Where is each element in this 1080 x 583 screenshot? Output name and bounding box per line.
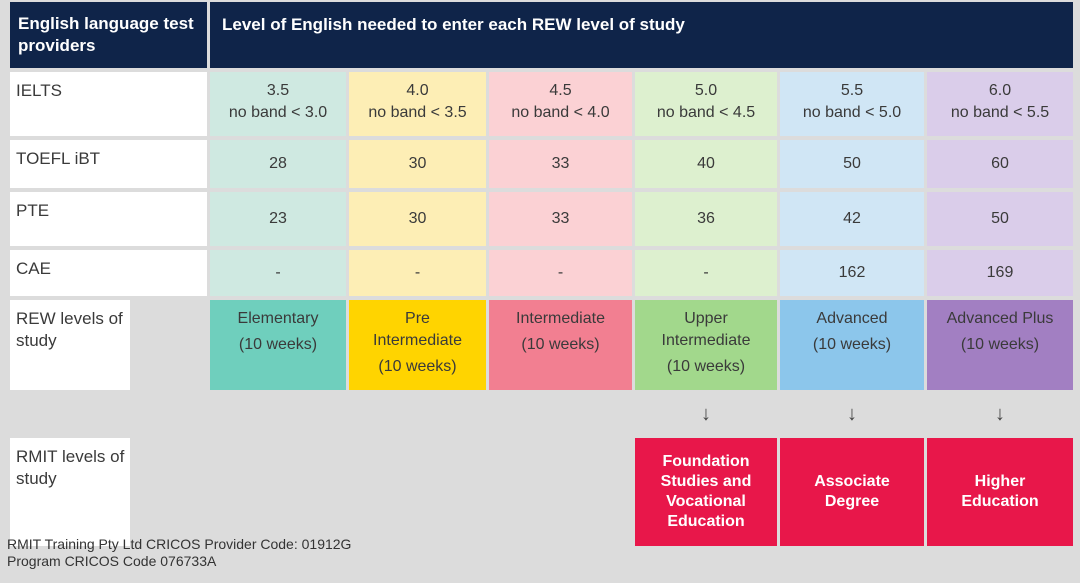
ielts-score: 3.5 — [266, 82, 290, 99]
rew-level-intermediate: Intermediate (10 weeks) — [489, 300, 632, 390]
toefl-cell: 28 — [210, 140, 346, 188]
pte-cell: 33 — [489, 192, 632, 246]
pte-cell: 36 — [635, 192, 777, 246]
level-header: Level of English needed to enter each RE… — [210, 2, 1073, 68]
rew-level-upper-intermediate: Upper Intermediate (10 weeks) — [635, 300, 777, 390]
ielts-band: no band < 5.5 — [950, 104, 1050, 121]
ielts-cell: 4.0 no band < 3.5 — [349, 72, 486, 136]
arrow-down-icon: ↓ — [701, 403, 711, 425]
arrow-spacer — [489, 394, 632, 434]
rew-level-name: Advanced — [816, 310, 888, 327]
rmit-level-associate-degree: Associate Degree — [780, 438, 924, 546]
cae-cell: - — [489, 250, 632, 296]
toefl-label: TOEFL iBT — [10, 140, 207, 188]
pte-cell: 42 — [780, 192, 924, 246]
rew-level-duration: (10 weeks) — [960, 336, 1040, 353]
rew-level-advanced: Advanced (10 weeks) — [780, 300, 924, 390]
rew-level-elementary: Elementary (10 weeks) — [210, 300, 346, 390]
rmit-level-text: Associate Degree — [814, 473, 890, 510]
arrow-spacer — [349, 394, 486, 434]
ielts-band: no band < 3.5 — [368, 104, 467, 121]
rew-level-duration: (10 weeks) — [378, 358, 457, 375]
ielts-cell: 5.5 no band < 5.0 — [780, 72, 924, 136]
arrow-down-icon: ↓ — [847, 403, 857, 425]
pte-cell: 30 — [349, 192, 486, 246]
ielts-cell: 3.5 no band < 3.0 — [210, 72, 346, 136]
rew-level-name: Advanced Plus — [946, 310, 1054, 327]
toefl-cell: 30 — [349, 140, 486, 188]
pte-cell: 23 — [210, 192, 346, 246]
providers-header: English language test providers — [10, 2, 207, 68]
ielts-score: 4.0 — [406, 82, 429, 99]
rew-level-name: Pre Intermediate — [373, 310, 462, 349]
ielts-band: no band < 4.0 — [511, 104, 610, 121]
ielts-score: 5.0 — [694, 82, 718, 99]
ielts-cell: 5.0 no band < 4.5 — [635, 72, 777, 136]
rew-level-duration: (10 weeks) — [812, 336, 892, 353]
rew-level-pre-intermediate: Pre Intermediate (10 weeks) — [349, 300, 486, 390]
cricos-footer: RMIT Training Pty Ltd CRICOS Provider Co… — [7, 536, 351, 570]
rew-level-name: Upper Intermediate — [661, 310, 751, 349]
toefl-cell: 33 — [489, 140, 632, 188]
ielts-score: 6.0 — [988, 82, 1012, 99]
cae-cell: - — [210, 250, 346, 296]
toefl-cell: 50 — [780, 140, 924, 188]
pte-cell: 50 — [927, 192, 1073, 246]
ielts-cell: 4.5 no band < 4.0 — [489, 72, 632, 136]
cae-cell: - — [635, 250, 777, 296]
rmit-spacer — [210, 438, 346, 546]
toefl-cell: 40 — [635, 140, 777, 188]
rew-label: REW levels of study — [10, 300, 130, 390]
ielts-band: no band < 3.0 — [228, 104, 328, 121]
pte-label: PTE — [10, 192, 207, 246]
rmit-level-higher-education: Higher Education — [927, 438, 1073, 546]
rew-level-name: Intermediate — [516, 310, 605, 327]
rew-level-advanced-plus: Advanced Plus (10 weeks) — [927, 300, 1073, 390]
arrow-spacer — [10, 394, 207, 434]
ielts-score: 4.5 — [549, 82, 572, 99]
ielts-band: no band < 4.5 — [656, 104, 756, 121]
rew-level-duration: (10 weeks) — [238, 336, 318, 353]
cae-cell: 162 — [780, 250, 924, 296]
ielts-score: 5.5 — [840, 82, 864, 99]
ielts-label: IELTS — [10, 72, 207, 136]
ielts-band: no band < 5.0 — [802, 104, 902, 121]
rmit-spacer — [349, 438, 486, 546]
rmit-spacer — [489, 438, 632, 546]
rew-level-duration: (10 weeks) — [666, 358, 746, 375]
cae-label: CAE — [10, 250, 207, 296]
ielts-cell: 6.0 no band < 5.5 — [927, 72, 1073, 136]
toefl-cell: 60 — [927, 140, 1073, 188]
rmit-level-text: Higher Education — [961, 473, 1039, 510]
arrow-spacer — [210, 394, 346, 434]
cae-cell: - — [349, 250, 486, 296]
cae-cell: 169 — [927, 250, 1073, 296]
requirements-table: English language test providers Level of… — [10, 2, 1074, 546]
rmit-label: RMIT levels of study — [10, 438, 130, 546]
program-code: Program CRICOS Code 076733A — [7, 553, 217, 569]
rew-level-duration: (10 weeks) — [521, 336, 600, 353]
arrow-down-icon: ↓ — [995, 403, 1005, 425]
rmit-level-foundation: Foundation Studies and Vocational Educat… — [635, 438, 777, 546]
provider-code: RMIT Training Pty Ltd CRICOS Provider Co… — [7, 536, 352, 552]
rew-level-name: Elementary — [237, 310, 319, 327]
rmit-level-text: Foundation Studies and Vocational Educat… — [660, 453, 752, 530]
